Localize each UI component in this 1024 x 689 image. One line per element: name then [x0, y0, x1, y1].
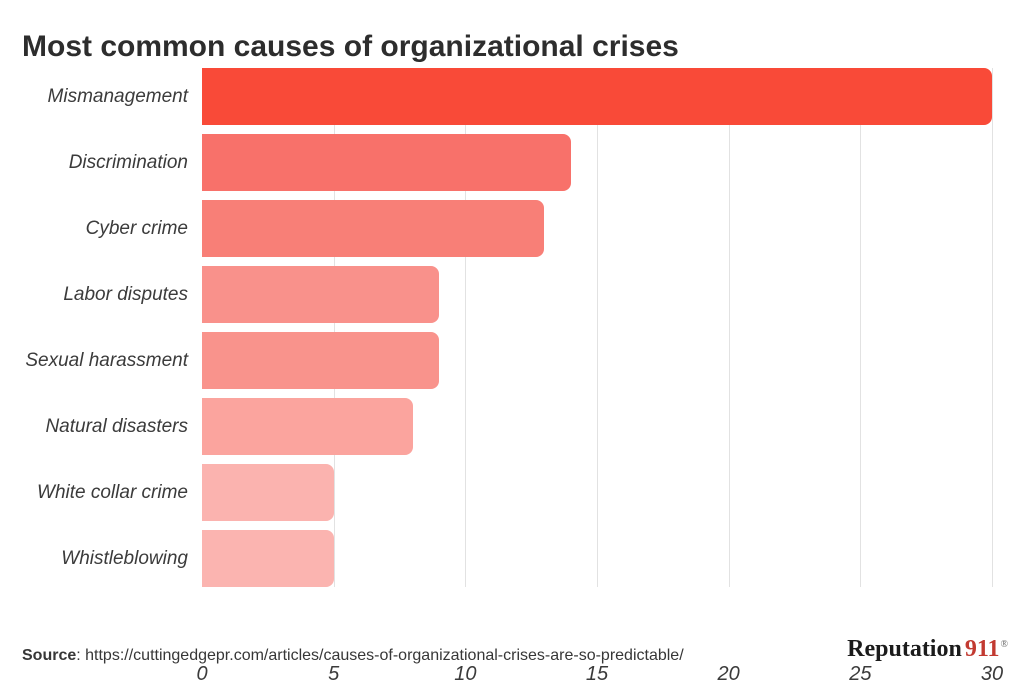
gridline — [597, 68, 598, 587]
bar-row: Cyber crime — [0, 200, 1024, 266]
bar — [202, 332, 439, 389]
gridline — [465, 68, 467, 587]
chart-rows: Mismanagement Discrimination Cyber crime La… — [0, 68, 1024, 596]
bar — [202, 530, 334, 587]
bar-track — [202, 200, 992, 257]
bar-row: Whistleblowing — [0, 530, 1024, 596]
plot-area — [202, 68, 993, 587]
bar-row: Discrimination — [0, 134, 1024, 200]
bar-row: Natural disasters — [0, 398, 1024, 464]
bar-track — [202, 68, 992, 125]
gridline — [992, 68, 993, 587]
logo-text-reputation: Reputation — [847, 636, 962, 662]
x-tick-label: 30 — [980, 663, 1004, 685]
category-label: Sexual harassment — [25, 349, 188, 371]
source-label: Source — [22, 647, 77, 664]
bar-track — [202, 530, 992, 587]
logo-text-911: 911 — [964, 636, 1000, 662]
category-label: Whistleblowing — [61, 547, 188, 569]
bar — [202, 464, 334, 521]
bar-track — [202, 464, 992, 521]
reputation911-logo: Reputation 911® — [847, 636, 1008, 663]
bar — [202, 398, 413, 455]
category-label: Discrimination — [68, 151, 188, 173]
x-tick-label: 25 — [849, 663, 872, 685]
gridline — [333, 68, 335, 587]
x-tick-label: 10 — [454, 663, 477, 685]
chart-title: Most common causes of organizational cri… — [22, 30, 679, 64]
category-label: Natural disasters — [45, 415, 188, 437]
category-label: Labor disputes — [63, 283, 188, 305]
x-tick-label: 5 — [328, 663, 340, 685]
source-url: : https://cuttingedgepr.com/articles/cau… — [76, 647, 684, 664]
bar-track — [202, 266, 992, 323]
bar-chart: Mismanagement Discrimination Cyber crime La… — [0, 68, 1024, 685]
category-label: White collar crime — [37, 481, 188, 503]
x-axis: 0 5 10 15 20 25 30 — [196, 663, 1003, 689]
category-label: Mismanagement — [47, 85, 188, 107]
bar-row: White collar crime — [0, 464, 1024, 530]
bar-row: Sexual harassment — [0, 332, 1024, 398]
bar-row: Labor disputes — [0, 266, 1024, 332]
bar-track — [202, 134, 992, 191]
category-label: Cyber crime — [85, 217, 188, 239]
bar — [202, 68, 992, 125]
bar-track — [202, 332, 992, 389]
bar-row: Mismanagement — [0, 68, 1024, 134]
source-text: Source: https://cuttingedgepr.com/articl… — [22, 645, 722, 667]
gridline — [728, 68, 730, 587]
x-tick-label: 0 — [196, 663, 208, 685]
bar — [202, 200, 545, 257]
bar — [202, 134, 571, 191]
x-tick-label: 15 — [585, 663, 609, 685]
x-tick-label: 20 — [717, 663, 740, 685]
bar-track — [202, 398, 992, 455]
bar — [202, 266, 439, 323]
gridline — [860, 68, 862, 587]
registered-mark-icon: ® — [1000, 639, 1008, 650]
